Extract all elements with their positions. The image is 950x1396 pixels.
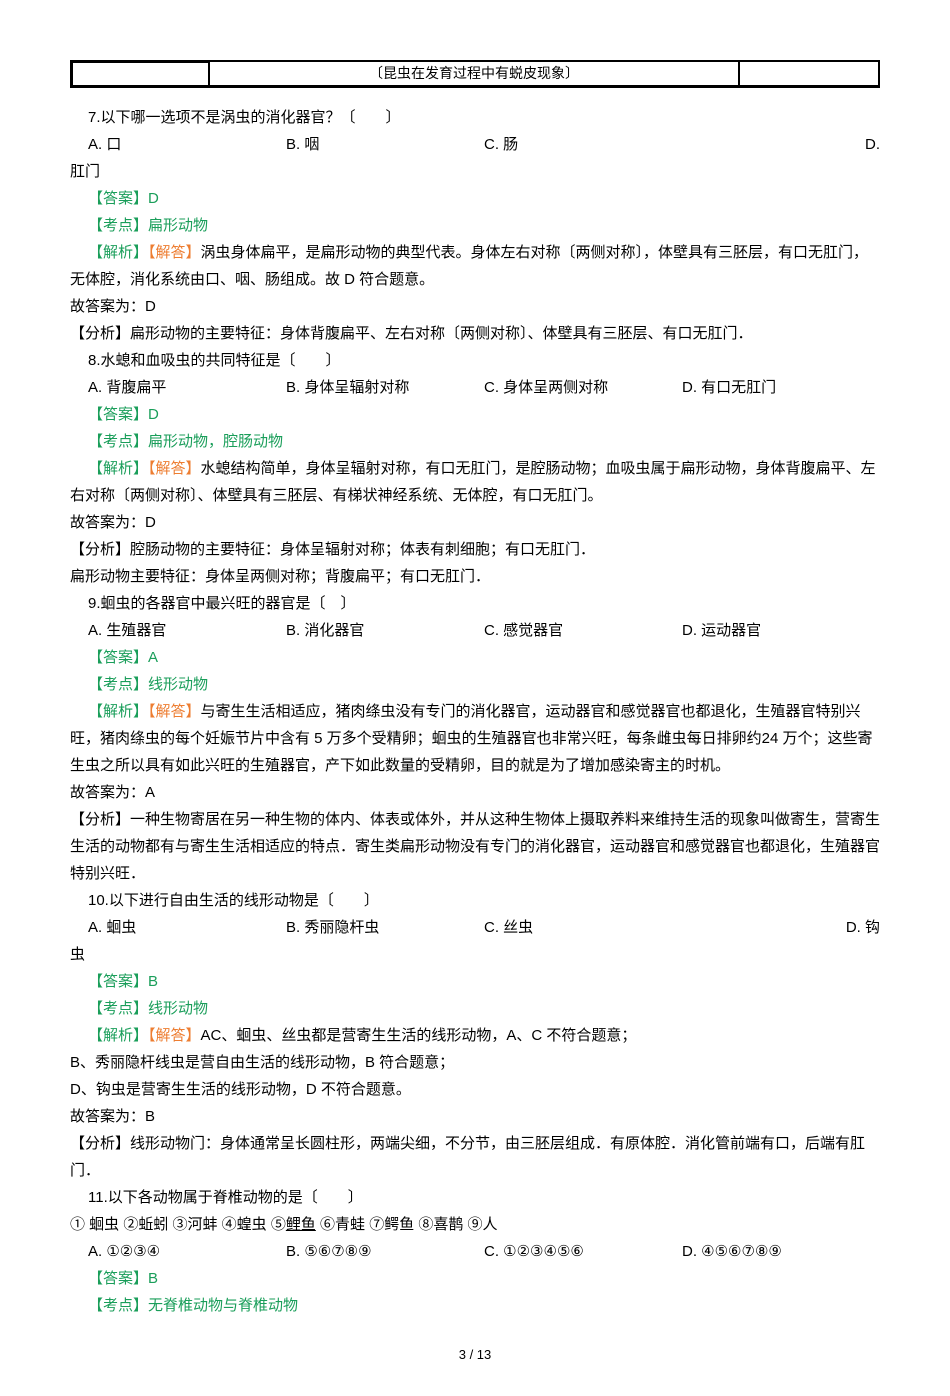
q11-topic: 【考点】无脊椎动物与脊椎动物	[70, 1292, 880, 1319]
q7-conclusion: 故答案为：D	[70, 293, 880, 320]
q8-analysis: 【解析】【解答】水螅结构简单，身体呈辐射对称，有口无肛门，是腔肠动物；血吸虫属于…	[70, 455, 880, 509]
q7-analysis: 【解析】【解答】涡虫身体扁平，是扁形动物的典型代表。身体左右对称〔两侧对称〕，体…	[70, 239, 880, 293]
q8-block: 8.水螅和血吸虫的共同特征是〔 〕 A. 背腹扁平 B. 身体呈辐射对称 C. …	[70, 347, 880, 590]
q10-analysis-text1: AC、蛔虫、丝虫都是营寄生生活的线形动物，A、C 不符合题意；	[201, 1027, 637, 1044]
q7-opt-b: B. 咽	[286, 131, 484, 158]
q11-options: A. ①②③④ B. ⑤⑥⑦⑧⑨ C. ①②③④⑤⑥ D. ④⑤⑥⑦⑧⑨	[70, 1238, 880, 1265]
q7-topic: 【考点】扁形动物	[70, 212, 880, 239]
q11-answer: 【答案】B	[70, 1265, 880, 1292]
q11-opt-b: B. ⑤⑥⑦⑧⑨	[286, 1238, 484, 1265]
q7-opt-d-prefix: D.	[682, 131, 880, 158]
q7-summary: 【分析】扁形动物的主要特征：身体背腹扁平、左右对称〔两侧对称〕、体壁具有三胚层、…	[70, 320, 880, 347]
q10-topic: 【考点】线形动物	[70, 995, 880, 1022]
box-mid-text: 〔昆虫在发育过程中有蜕皮现象〕	[210, 60, 740, 88]
q10-opt-d-prefix: D. 钩	[682, 914, 880, 941]
q11-items-line: ① 蛔虫 ②蚯蚓 ③河蚌 ④蝗虫 ⑤鲤鱼 ⑥青蛙 ⑦鳄鱼 ⑧喜鹊 ⑨人	[70, 1211, 880, 1238]
q10-answer: 【答案】B	[70, 968, 880, 995]
q10-opt-d-wrap: 虫	[70, 941, 880, 968]
q9-opt-a: A. 生殖器官	[88, 617, 286, 644]
q8-summary2: 扁形动物主要特征：身体呈两侧对称；背腹扁平；有口无肛门．	[70, 563, 880, 590]
q7-analysis-red: 【解答】	[148, 244, 201, 261]
q8-answer: 【答案】D	[70, 401, 880, 428]
q10-options: A. 蛔虫 B. 秀丽隐杆虫 C. 丝虫 D. 钩	[70, 914, 880, 941]
q8-opt-d: D. 有口无肛门	[682, 374, 880, 401]
q11-items: ① 蛔虫 ②蚯蚓 ③河蚌 ④蝗虫 ⑤	[70, 1216, 286, 1233]
q7-opt-d-wrap: 肛门	[70, 158, 880, 185]
q10-line-d: D、钩虫是营寄生生活的线形动物，D 不符合题意。	[70, 1076, 880, 1103]
q9-options: A. 生殖器官 B. 消化器官 C. 感觉器官 D. 运动器官	[70, 617, 880, 644]
q10-summary: 【分析】线形动物门：身体通常呈长圆柱形，两端尖细，不分节，由三胚层组成．有原体腔…	[70, 1130, 880, 1184]
q7-block: 7.以下哪一选项不是涡虫的消化器官？〔 〕 A. 口 B. 咽 C. 肠 D. …	[70, 104, 880, 347]
q10-analysis: 【解析】【解答】AC、蛔虫、丝虫都是营寄生生活的线形动物，A、C 不符合题意；	[70, 1022, 880, 1049]
page-number: 3 / 13	[70, 1343, 880, 1366]
q9-summary: 【分析】一种生物寄居在另一种生物的体内、体表或体外，并从这种生物体上摄取养料来维…	[70, 806, 880, 887]
q8-summary1: 【分析】腔肠动物的主要特征：身体呈辐射对称；体表有刺细胞；有口无肛门．	[70, 536, 880, 563]
q7-analysis-lbl: 【解析】	[70, 244, 148, 261]
q9-analysis-lbl: 【解析】	[70, 703, 148, 720]
q8-options: A. 背腹扁平 B. 身体呈辐射对称 C. 身体呈两侧对称 D. 有口无肛门	[70, 374, 880, 401]
q8-topic: 【考点】扁形动物，腔肠动物	[70, 428, 880, 455]
q8-opt-b: B. 身体呈辐射对称	[286, 374, 484, 401]
q9-topic: 【考点】线形动物	[70, 671, 880, 698]
q9-block: 9.蛔虫的各器官中最兴旺的器官是〔 〕 A. 生殖器官 B. 消化器官 C. 感…	[70, 590, 880, 887]
q7-opt-a: A. 口	[88, 131, 286, 158]
q10-conclusion: 故答案为：B	[70, 1103, 880, 1130]
q8-conclusion: 故答案为：D	[70, 509, 880, 536]
q9-conclusion: 故答案为：A	[70, 779, 880, 806]
q11-opt-a: A. ①②③④	[88, 1238, 286, 1265]
q10-intro: 10.以下进行自由生活的线形动物是〔 〕	[70, 887, 880, 914]
q9-opt-d: D. 运动器官	[682, 617, 880, 644]
q10-line-b: B、秀丽隐杆线虫是营自由生活的线形动物，B 符合题意；	[70, 1049, 880, 1076]
q11-opt-d: D. ④⑤⑥⑦⑧⑨	[682, 1238, 880, 1265]
box-right-empty	[740, 60, 880, 88]
q7-opt-c: C. 肠	[484, 131, 682, 158]
q10-opt-b: B. 秀丽隐杆虫	[286, 914, 484, 941]
q10-opt-a: A. 蛔虫	[88, 914, 286, 941]
q9-intro: 9.蛔虫的各器官中最兴旺的器官是〔 〕	[70, 590, 880, 617]
header-box-row: 〔昆虫在发育过程中有蜕皮现象〕	[70, 60, 880, 88]
q11-item-underline: 鲤鱼	[286, 1216, 316, 1233]
q9-analysis-red: 【解答】	[148, 703, 201, 720]
q9-opt-b: B. 消化器官	[286, 617, 484, 644]
box-left-empty	[70, 60, 210, 88]
q11-intro: 11.以下各动物属于脊椎动物的是〔 〕	[70, 1184, 880, 1211]
q8-analysis-lbl: 【解析】	[70, 460, 148, 477]
q10-analysis-red: 【解答】	[148, 1027, 201, 1044]
q8-analysis-red: 【解答】	[148, 460, 201, 477]
q10-block: 10.以下进行自由生活的线形动物是〔 〕 A. 蛔虫 B. 秀丽隐杆虫 C. 丝…	[70, 887, 880, 1184]
header-box-text: 〔昆虫在发育过程中有蜕皮现象〕	[369, 61, 579, 86]
q7-answer: 【答案】D	[70, 185, 880, 212]
q8-opt-c: C. 身体呈两侧对称	[484, 374, 682, 401]
q8-intro: 8.水螅和血吸虫的共同特征是〔 〕	[70, 347, 880, 374]
q7-intro: 7.以下哪一选项不是涡虫的消化器官？〔 〕	[70, 104, 880, 131]
q9-answer: 【答案】A	[70, 644, 880, 671]
q10-analysis-lbl: 【解析】	[70, 1027, 148, 1044]
q11-block: 11.以下各动物属于脊椎动物的是〔 〕 ① 蛔虫 ②蚯蚓 ③河蚌 ④蝗虫 ⑤鲤鱼…	[70, 1184, 880, 1319]
q11-items2: ⑥青蛙 ⑦鳄鱼 ⑧喜鹊 ⑨人	[316, 1216, 498, 1233]
q11-opt-c: C. ①②③④⑤⑥	[484, 1238, 682, 1265]
q10-opt-c: C. 丝虫	[484, 914, 682, 941]
q8-opt-a: A. 背腹扁平	[88, 374, 286, 401]
q9-analysis: 【解析】【解答】与寄生生活相适应，猪肉绦虫没有专门的消化器官，运动器官和感觉器官…	[70, 698, 880, 779]
q7-options: A. 口 B. 咽 C. 肠 D.	[70, 131, 880, 158]
q9-opt-c: C. 感觉器官	[484, 617, 682, 644]
